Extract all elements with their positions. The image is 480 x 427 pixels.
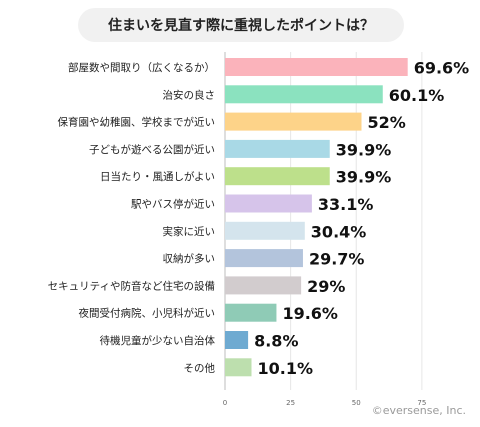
category-label: その他: [184, 361, 216, 374]
value-label: 19.6%: [282, 304, 338, 323]
value-label: 39.9%: [336, 168, 392, 187]
x-tick-label: 50: [352, 399, 361, 407]
bar: [225, 331, 249, 349]
value-label: 33.1%: [318, 195, 374, 214]
category-label: 駅やバス停が近い: [131, 198, 215, 211]
bar: [225, 85, 383, 104]
bar: [225, 276, 302, 295]
category-label: 子どもが遊べる公園が近い: [89, 143, 215, 156]
category-label: 収納が多い: [163, 252, 216, 265]
category-label: 保育園や幼稚園、学校までが近い: [58, 116, 216, 129]
value-label: 29%: [307, 277, 345, 296]
x-tick-label: 25: [286, 399, 295, 407]
value-label: 60.1%: [389, 86, 445, 105]
value-label: 29.7%: [309, 250, 365, 269]
copyright-text: ©eversense, Inc.: [371, 404, 466, 417]
bar: [225, 358, 252, 377]
value-label: 69.6%: [414, 59, 470, 78]
category-label: 部屋数や間取り（広くなるか）: [68, 61, 215, 74]
bar: [225, 139, 330, 158]
category-label: セキュリティや防音など住宅の設備: [48, 279, 215, 292]
bar: [225, 112, 362, 131]
x-tick-label: 75: [417, 399, 426, 407]
category-label: 待機児童が少ない自治体: [100, 334, 216, 347]
chart-title: 住まいを見直す際に重視したポイントは？: [78, 8, 404, 42]
value-label: 30.4%: [311, 222, 367, 241]
value-label: 39.9%: [336, 140, 392, 159]
category-label: 実家に近い: [163, 225, 216, 238]
category-label: 夜間受付病院、小児科が近い: [79, 307, 216, 320]
category-label: 日当たり・風通しがよい: [100, 170, 215, 183]
value-label: 10.1%: [258, 359, 314, 378]
bar: [225, 194, 312, 213]
value-label: 8.8%: [254, 332, 298, 351]
x-tick-label: 0: [223, 399, 227, 407]
category-label: 治安の良さ: [163, 88, 216, 101]
value-label: 52%: [368, 113, 406, 132]
bar: [225, 249, 303, 268]
bar: [225, 167, 330, 186]
bar: [225, 221, 305, 240]
bar: [225, 58, 408, 76]
bar: [225, 303, 277, 322]
